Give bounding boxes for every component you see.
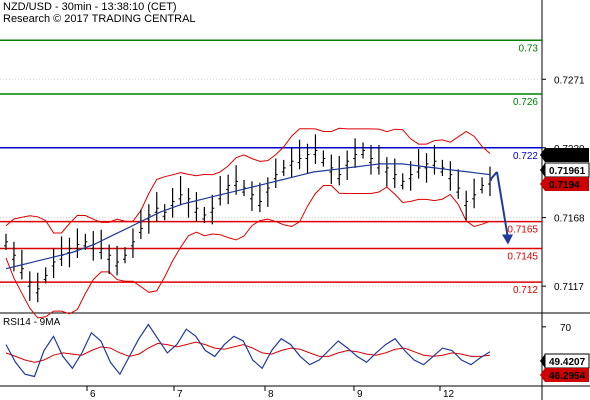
price-badge-pointer <box>540 148 545 162</box>
price-tick-label: 0.7271 <box>554 75 585 86</box>
price-badge <box>545 177 589 191</box>
price-badge-label: 0.7194 <box>549 180 580 191</box>
level-label: 0.726 <box>513 97 538 108</box>
time-tick-label: 8 <box>268 389 274 400</box>
price-badge-pointer <box>540 177 545 191</box>
rsi-ma-line <box>5 341 491 363</box>
rsi-badge-pointer <box>540 354 545 368</box>
time-tick-label: 12 <box>443 389 455 400</box>
forecast-arrow-head <box>502 234 513 245</box>
level-label: 0.712 <box>513 285 538 296</box>
level-label: 0.7145 <box>507 252 538 263</box>
price-tick-label: 0.7117 <box>554 282 584 293</box>
time-tick-label: 7 <box>177 389 183 400</box>
price-badge-label: 0.7201 <box>549 151 580 162</box>
rsi-tick-label: 70 <box>560 323 572 334</box>
chart-title: NZD/USD - 30min - 13:38:10 (CET) <box>3 1 177 13</box>
level-label: 0.7165 <box>507 225 538 236</box>
time-tick-label: 6 <box>90 389 96 400</box>
copyright-text: Research © 2017 TRADING CENTRAL <box>3 13 196 25</box>
rsi-badge <box>545 368 589 382</box>
price-tick-label: 0.7168 <box>554 214 585 225</box>
forecast-lead <box>489 171 498 181</box>
rsi-title: RSI14 - 9MA <box>3 317 61 328</box>
moving-average-line <box>5 163 491 270</box>
rsi-badge-label: 49.4207 <box>549 357 586 368</box>
price-badge <box>545 148 589 162</box>
time-tick-label: 9 <box>357 389 363 400</box>
rsi-badge-pointer <box>540 368 545 382</box>
rsi-line <box>5 323 491 378</box>
rsi-badge-label: 46.2954 <box>549 371 586 382</box>
price-badge-pointer <box>540 163 545 177</box>
level-label: 0.722 <box>513 151 538 162</box>
level-label: 0.73 <box>519 43 539 54</box>
bollinger-lower <box>5 185 491 319</box>
bollinger-upper <box>5 127 491 234</box>
price-badge-label: 0.71961 <box>549 166 586 177</box>
forecast-arrow-shaft <box>496 171 509 239</box>
